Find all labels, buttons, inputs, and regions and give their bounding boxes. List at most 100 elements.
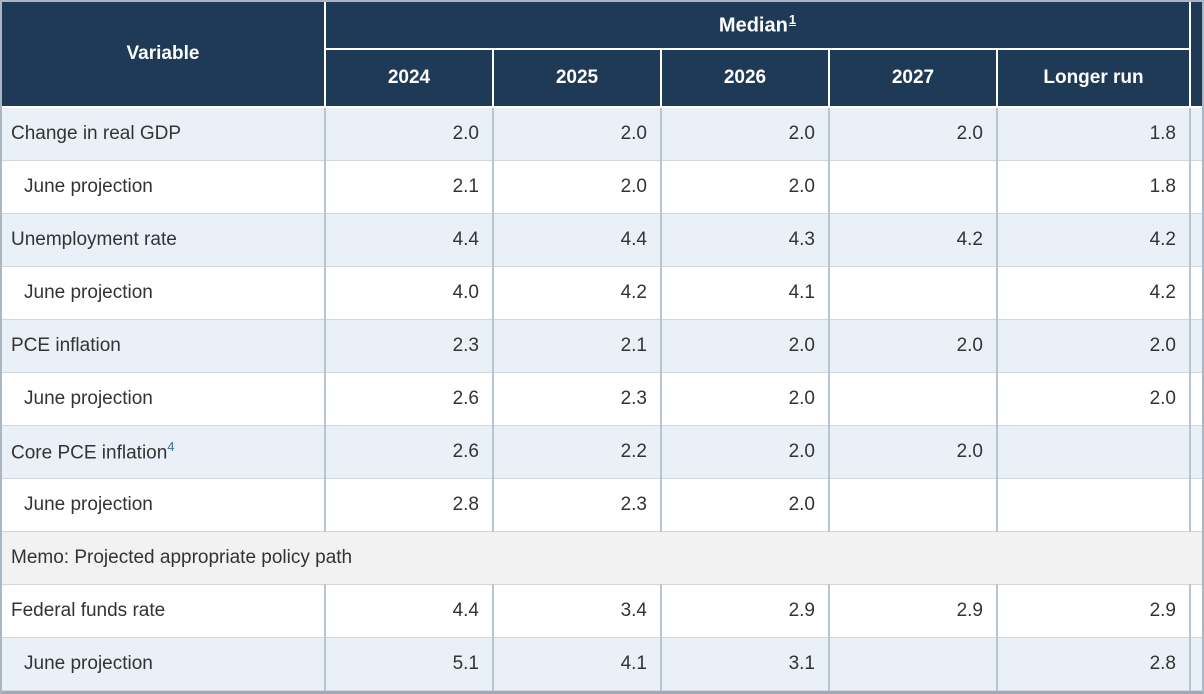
year-header-row: 2024 2025 2026 2027 Longer run [2, 49, 1202, 108]
row-label: June projection [2, 372, 326, 426]
row-label: Unemployment rate [2, 213, 326, 267]
value-cell [829, 478, 998, 532]
table-row-core-pce-inflation: Core PCE inflation4 2.6 2.2 2.0 2.0 [2, 425, 1202, 479]
header-gutter-cell [1190, 2, 1202, 108]
value-cell: 2.6 [325, 425, 494, 479]
year-header-2025: 2025 [493, 49, 662, 108]
value-cell: 2.8 [325, 478, 494, 532]
value-cell: 4.2 [997, 266, 1191, 320]
value-cell: 4.4 [325, 213, 494, 267]
value-cell: 2.1 [325, 160, 494, 214]
year-header-2027: 2027 [829, 49, 998, 108]
table-row-change-in-real-gdp: Change in real GDP 2.0 2.0 2.0 2.0 1.8 [2, 107, 1202, 161]
value-cell: 2.0 [829, 425, 998, 479]
table-row-unemployment-rate: Unemployment rate 4.4 4.4 4.3 4.2 4.2 [2, 213, 1202, 267]
median-label: Median [718, 14, 788, 37]
value-cell: 2.0 [493, 160, 662, 214]
median-group-header: Median1 [325, 2, 1191, 50]
row-label: June projection [2, 478, 326, 532]
value-cell: 4.1 [661, 266, 830, 320]
value-cell [829, 637, 998, 691]
value-cell: 3.1 [661, 637, 830, 691]
table-row-federal-funds-rate: Federal funds rate 4.4 3.4 2.9 2.9 2.9 [2, 584, 1202, 638]
value-cell: 4.1 [493, 637, 662, 691]
table-row-pce-inflation: PCE inflation 2.3 2.1 2.0 2.0 2.0 [2, 319, 1202, 373]
median-footnote-link[interactable]: 1 [788, 12, 797, 28]
value-cell: 1.8 [997, 107, 1191, 161]
value-cell: 1.8 [997, 160, 1191, 214]
value-cell: 2.9 [829, 584, 998, 638]
value-cell: 4.2 [997, 213, 1191, 267]
value-cell: 2.3 [493, 478, 662, 532]
median-header-row: Variable Median1 [2, 2, 1202, 108]
value-cell: 2.0 [661, 107, 830, 161]
gutter-cell [1190, 584, 1202, 638]
value-cell: 2.0 [829, 319, 998, 373]
value-cell: 4.3 [661, 213, 830, 267]
row-label: Core PCE inflation4 [2, 425, 326, 479]
row-label: June projection [2, 160, 326, 214]
table-row-june-projection: June projection 5.1 4.1 3.1 2.8 [2, 637, 1202, 691]
gutter-cell [1190, 213, 1202, 267]
gutter-cell [1190, 160, 1202, 214]
value-cell: 2.9 [997, 584, 1191, 638]
value-cell [829, 160, 998, 214]
value-cell: 2.3 [325, 319, 494, 373]
gutter-cell [1190, 107, 1202, 161]
value-cell: 2.0 [829, 107, 998, 161]
value-cell: 2.0 [661, 160, 830, 214]
variable-column-header: Variable [2, 2, 326, 108]
year-header-2026: 2026 [661, 49, 830, 108]
gutter-cell [1190, 266, 1202, 320]
gutter-cell [1190, 425, 1202, 479]
row-label-text: Core PCE inflation [11, 442, 168, 464]
table-header: Variable Median1 2024 2025 2026 2027 Lon… [2, 2, 1202, 108]
value-cell: 2.0 [325, 107, 494, 161]
row-label: PCE inflation [2, 319, 326, 373]
value-cell: 5.1 [325, 637, 494, 691]
value-cell [829, 372, 998, 426]
gutter-cell [1190, 319, 1202, 373]
row-label: Change in real GDP [2, 107, 326, 161]
value-cell: 2.8 [997, 637, 1191, 691]
table-body: Change in real GDP 2.0 2.0 2.0 2.0 1.8 J… [2, 107, 1202, 691]
value-cell: 4.2 [493, 266, 662, 320]
row-label: Federal funds rate [2, 584, 326, 638]
table-row-june-projection: June projection 2.1 2.0 2.0 1.8 [2, 160, 1202, 214]
value-cell: 2.0 [661, 425, 830, 479]
value-cell [997, 478, 1191, 532]
gutter-cell [1190, 637, 1202, 691]
value-cell: 2.0 [493, 107, 662, 161]
value-cell: 4.4 [325, 584, 494, 638]
table-row-june-projection: June projection 2.6 2.3 2.0 2.0 [2, 372, 1202, 426]
year-header-longer-run: Longer run [997, 49, 1191, 108]
table-row-june-projection: June projection 4.0 4.2 4.1 4.2 [2, 266, 1202, 320]
value-cell: 2.3 [493, 372, 662, 426]
value-cell: 2.0 [661, 478, 830, 532]
value-cell: 4.0 [325, 266, 494, 320]
value-cell: 3.4 [493, 584, 662, 638]
memo-label: Memo: Projected appropriate policy path [2, 531, 1202, 585]
value-cell: 2.6 [325, 372, 494, 426]
value-cell: 2.0 [661, 372, 830, 426]
memo-row: Memo: Projected appropriate policy path [2, 531, 1202, 585]
value-cell [997, 425, 1191, 479]
table-row-june-projection: June projection 2.8 2.3 2.0 [2, 478, 1202, 532]
value-cell: 2.0 [661, 319, 830, 373]
year-header-2024: 2024 [325, 49, 494, 108]
core-pce-footnote-link[interactable]: 4 [167, 439, 175, 455]
gutter-cell [1190, 372, 1202, 426]
value-cell: 4.2 [829, 213, 998, 267]
value-cell: 2.2 [493, 425, 662, 479]
value-cell: 2.9 [661, 584, 830, 638]
value-cell: 2.1 [493, 319, 662, 373]
row-label: June projection [2, 637, 326, 691]
value-cell: 4.4 [493, 213, 662, 267]
row-label: June projection [2, 266, 326, 320]
value-cell: 2.0 [997, 372, 1191, 426]
gutter-cell [1190, 478, 1202, 532]
value-cell: 2.0 [997, 319, 1191, 373]
value-cell [829, 266, 998, 320]
